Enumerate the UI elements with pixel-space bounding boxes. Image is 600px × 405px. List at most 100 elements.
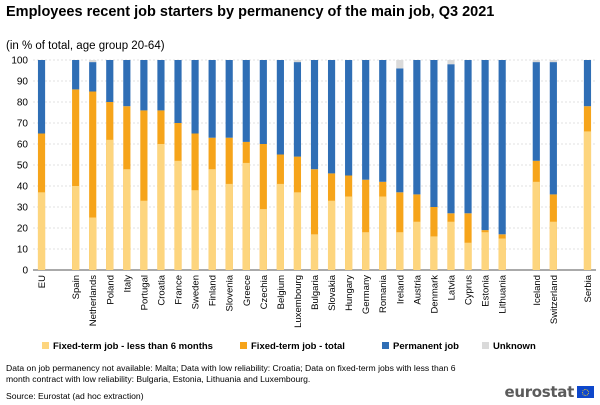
- bar-unknown: [532, 60, 540, 63]
- y-tick-label: 100: [11, 56, 28, 67]
- bar-unknown: [549, 60, 557, 63]
- bar-fixed-term-less-6-months: [345, 196, 353, 270]
- bar-permanent-job: [293, 62, 302, 157]
- eu-flag-icon: [577, 386, 594, 398]
- y-tick-label: 10: [17, 245, 29, 256]
- x-tick-label: Italy: [122, 275, 133, 293]
- bar-permanent-job: [123, 60, 131, 107]
- bar-permanent-job: [464, 60, 472, 214]
- legend-swatch: [482, 341, 489, 349]
- y-tick-label: 70: [17, 119, 29, 130]
- chart-title: Employees recent job starters by permane…: [6, 4, 495, 20]
- bar-permanent-job: [447, 64, 455, 214]
- bar-permanent-job: [345, 60, 353, 176]
- bar-fixed-term-total: [464, 213, 472, 270]
- x-tick-label: Hungary: [344, 275, 355, 311]
- bar-unknown: [396, 60, 404, 69]
- bar-fixed-term-total: [396, 192, 404, 270]
- y-tick-label: 60: [17, 140, 29, 151]
- bar-fixed-term-less-6-months: [208, 169, 216, 270]
- bar-permanent-job: [174, 60, 182, 123]
- bar-fixed-term-less-6-months: [362, 232, 370, 270]
- y-tick-label: 20: [17, 224, 29, 235]
- bar-permanent-job: [532, 62, 540, 161]
- bar-permanent-job: [430, 60, 438, 207]
- bar-fixed-term-less-6-months: [174, 160, 182, 270]
- bar-fixed-term-less-6-months: [157, 144, 165, 270]
- y-tick-label: 0: [22, 266, 28, 277]
- bar-chart: 0 10 20 30 40 50 60 70 80 90 100 EU Spain Netherlands…: [11, 56, 596, 328]
- bar-permanent-job: [37, 60, 46, 134]
- bar-fixed-term-total: [310, 169, 319, 270]
- bar-fixed-term-less-6-months: [259, 209, 267, 270]
- bar-fixed-term-less-6-months: [447, 221, 455, 270]
- x-tick-label: Serbia: [583, 274, 594, 302]
- x-tick-label: Portugal: [139, 275, 150, 310]
- y-tick-label: 40: [17, 182, 29, 193]
- x-tick-label: Lithuania: [498, 274, 509, 313]
- bar-fixed-term-less-6-months: [327, 200, 336, 270]
- x-tick-label: Belgium: [276, 275, 287, 309]
- bar-fixed-term-less-6-months: [583, 131, 592, 270]
- bar-permanent-job: [242, 60, 250, 142]
- bar-fixed-term-less-6-months: [481, 232, 489, 270]
- x-tick-label: Finland: [208, 275, 219, 306]
- source-note: Source: Eurostat (ad hoc extraction): [6, 391, 144, 401]
- bar-permanent-job: [583, 60, 592, 107]
- x-tick-label: Romania: [378, 274, 389, 313]
- bar-fixed-term-less-6-months: [191, 190, 199, 270]
- bar-permanent-job: [327, 60, 336, 174]
- x-tick-label: Iceland: [532, 275, 543, 306]
- x-tick-label: Slovenia: [225, 274, 236, 311]
- bar-fixed-term-less-6-months: [293, 192, 302, 270]
- bar-permanent-job: [191, 60, 199, 134]
- bar-permanent-job: [481, 60, 489, 231]
- x-tick-label: Austria: [412, 274, 423, 304]
- bar-fixed-term-less-6-months: [430, 236, 438, 270]
- y-tick-label: 50: [17, 161, 29, 172]
- bar-fixed-term-less-6-months: [276, 183, 284, 270]
- x-tick-label: Estonia: [481, 274, 492, 306]
- bar-permanent-job: [106, 60, 114, 102]
- legend-label: Permanent job: [393, 341, 459, 352]
- bar-fixed-term-less-6-months: [532, 181, 540, 270]
- bar-permanent-job: [208, 60, 216, 138]
- footnote: Data on job permanency not available: Ma…: [6, 363, 456, 384]
- bar-permanent-job: [157, 60, 165, 111]
- bar-fixed-term-less-6-months: [549, 221, 557, 270]
- bar-permanent-job: [225, 60, 233, 138]
- bar-fixed-term-total: [72, 89, 80, 271]
- bar-fixed-term-less-6-months: [464, 242, 472, 270]
- bar-permanent-job: [396, 68, 404, 193]
- bar-fixed-term-less-6-months: [242, 162, 250, 270]
- x-tick-label: Czechia: [259, 274, 270, 309]
- bar-fixed-term-less-6-months: [123, 169, 131, 270]
- bar-permanent-job: [549, 62, 557, 195]
- chart-legend: Fixed-term job - less than 6 months Fixed…: [30, 341, 590, 355]
- x-tick-label: France: [174, 275, 185, 305]
- legend-label: Fixed-term job - total: [251, 341, 345, 352]
- bar-permanent-job: [310, 60, 319, 170]
- x-tick-label: Switzerland: [549, 275, 560, 324]
- legend-label: Fixed-term job - less than 6 months: [53, 341, 213, 352]
- legend-item: Permanent job: [382, 341, 459, 352]
- bar-fixed-term-less-6-months: [396, 232, 404, 270]
- legend-item: Unknown: [482, 341, 536, 352]
- bar-permanent-job: [413, 60, 421, 195]
- bar-permanent-job: [140, 60, 148, 111]
- eurostat-logo: eurostat: [504, 383, 594, 401]
- bar-unknown: [89, 60, 97, 63]
- x-tick-label: Denmark: [429, 275, 440, 314]
- bar-permanent-job: [259, 60, 267, 144]
- bar-fixed-term-less-6-months: [140, 200, 148, 270]
- bar-fixed-term-less-6-months: [498, 238, 506, 270]
- legend-swatch: [42, 341, 49, 349]
- y-tick-label: 80: [17, 98, 29, 109]
- x-tick-label: Germany: [361, 275, 372, 314]
- x-tick-label: Greece: [242, 275, 253, 306]
- legend-item: Fixed-term job - less than 6 months: [42, 341, 213, 352]
- bar-fixed-term-less-6-months: [225, 183, 233, 270]
- bar-fixed-term-less-6-months: [37, 192, 46, 270]
- bar-fixed-term-less-6-months: [106, 139, 114, 270]
- x-tick-label: Latvia: [446, 274, 457, 300]
